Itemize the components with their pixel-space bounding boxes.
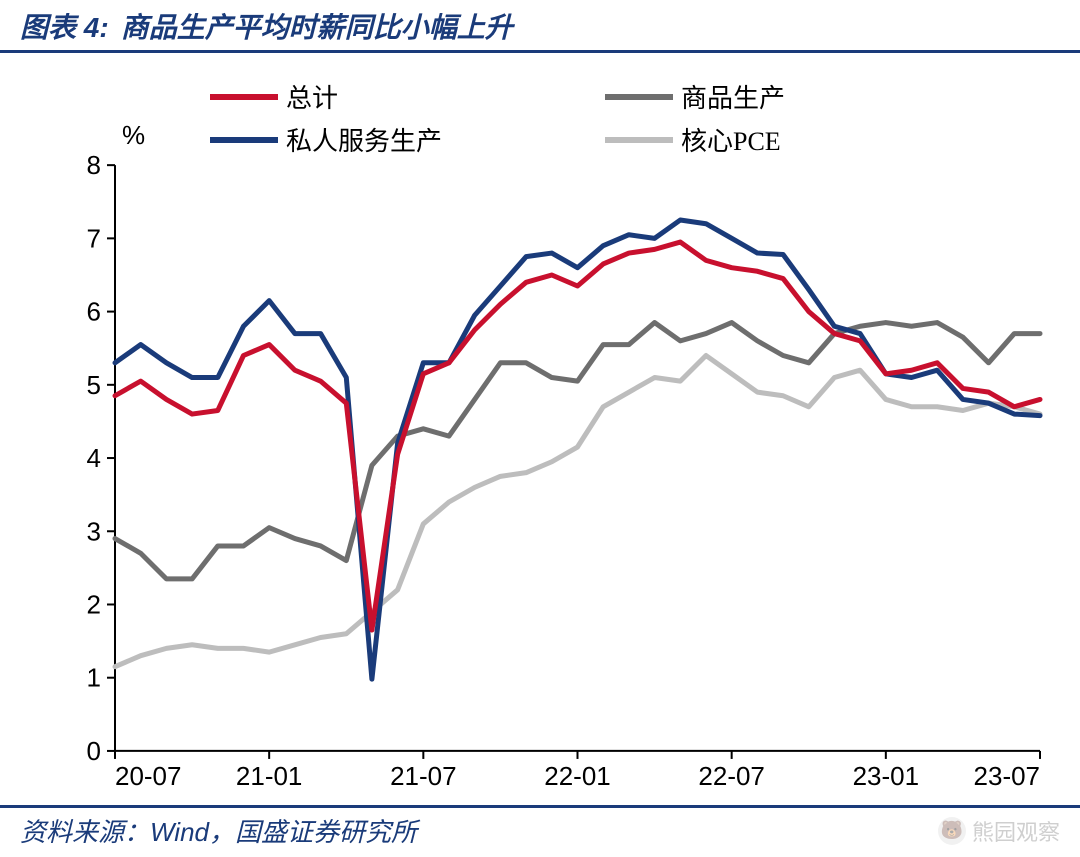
svg-text:3: 3: [87, 516, 101, 546]
svg-text:22-07: 22-07: [698, 761, 764, 791]
svg-text:22-01: 22-01: [544, 761, 610, 791]
svg-text:23-07: 23-07: [974, 761, 1040, 791]
legend-label: 商品生产: [681, 78, 785, 115]
svg-text:21-07: 21-07: [390, 761, 456, 791]
y-axis-unit: %: [122, 120, 145, 151]
svg-text:4: 4: [87, 443, 101, 473]
svg-text:21-01: 21-01: [236, 761, 302, 791]
watermark-text: 熊园观察: [972, 815, 1060, 847]
series-total: [115, 242, 1040, 630]
svg-text:2: 2: [87, 589, 101, 619]
legend-item: 核心PCE: [605, 121, 1000, 158]
svg-text:7: 7: [87, 223, 101, 253]
chart-footer: 资料来源：Wind，国盛证券研究所 🐻 熊园观察: [0, 805, 1080, 853]
series-pce: [115, 355, 1040, 666]
chart-number: 图表 4:: [20, 6, 109, 46]
svg-text:1: 1: [87, 663, 101, 693]
legend-swatch: [605, 94, 673, 100]
legend-label: 私人服务生产: [286, 121, 442, 158]
bear-icon: 🐻: [938, 817, 966, 845]
legend-swatch: [605, 137, 673, 143]
legend-label: 总计: [286, 78, 338, 115]
legend: 总计 商品生产私人服务生产 核心PCE: [210, 78, 1000, 158]
svg-text:0: 0: [87, 736, 101, 766]
legend-swatch: [210, 137, 278, 143]
chart-title: 商品生产平均时薪同比小幅上升: [121, 6, 513, 46]
svg-text:23-01: 23-01: [853, 761, 919, 791]
source-label: 资料来源：Wind，国盛证券研究所: [20, 812, 417, 849]
svg-text:20-07: 20-07: [115, 761, 181, 791]
legend-label: 核心PCE: [681, 121, 781, 158]
chart-header: 图表 4: 商品生产平均时薪同比小幅上升: [0, 0, 1080, 53]
legend-item: 私人服务生产: [210, 121, 605, 158]
svg-text:8: 8: [87, 150, 101, 180]
line-chart-svg: 0 1 2 3 4 5 6 7 8 20-07 21-01 21-07 22-01 22-07 23-01 2…: [20, 60, 1060, 801]
chart-area: % 总计 商品生产私人服务生产 核心PCE 0 1 2 3 4 5 6 7 8 20-07 21-01 2…: [20, 60, 1060, 801]
legend-item: 总计: [210, 78, 605, 115]
legend-item: 商品生产: [605, 78, 1000, 115]
watermark: 🐻 熊园观察: [938, 815, 1060, 847]
svg-text:6: 6: [87, 297, 101, 327]
legend-swatch: [210, 94, 278, 100]
svg-text:5: 5: [87, 370, 101, 400]
series-goods: [115, 323, 1040, 579]
